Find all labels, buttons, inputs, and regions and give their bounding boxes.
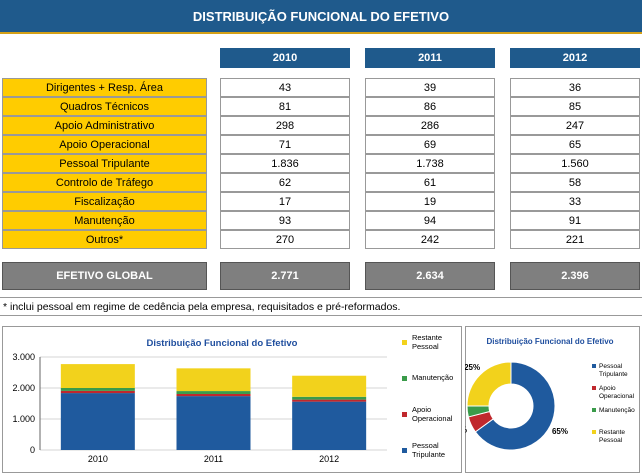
row-label: Outros* bbox=[2, 230, 207, 249]
row-label: Apoio Operacional bbox=[2, 135, 207, 154]
legend-label: Pessoal Tripulante bbox=[412, 441, 445, 459]
legend-swatch bbox=[592, 386, 596, 390]
table-cell: 17 bbox=[220, 192, 350, 211]
table-cell: 86 bbox=[365, 97, 495, 116]
row-label: Controlo de Tráfego bbox=[2, 173, 207, 192]
table-cell: 85 bbox=[510, 97, 640, 116]
bar-segment bbox=[60, 388, 135, 391]
x-tick-label: 2011 bbox=[204, 454, 223, 464]
donut-slice bbox=[466, 361, 512, 407]
legend-label: Restante Pessoal bbox=[412, 333, 442, 351]
data-label: 65% bbox=[552, 427, 568, 436]
page-title: DISTRIBUIÇÃO FUNCIONAL DO EFETIVO bbox=[0, 0, 642, 34]
column-header: 2011 bbox=[365, 48, 495, 68]
table-cell: 1.560 bbox=[510, 154, 640, 173]
total-cell: 2.771 bbox=[220, 262, 350, 290]
footnote: * inclui pessoal em regime de cedência p… bbox=[0, 297, 642, 316]
table-cell: 1.836 bbox=[220, 154, 350, 173]
total-label: EFETIVO GLOBAL bbox=[2, 262, 207, 290]
bar-segment bbox=[292, 375, 367, 397]
y-tick-label: 0 bbox=[30, 445, 35, 455]
x-tick-label: 2012 bbox=[319, 454, 339, 464]
y-tick-label: 2.000 bbox=[12, 383, 35, 393]
bar-segment bbox=[292, 399, 367, 402]
bar-segment bbox=[292, 401, 367, 450]
bar-segment bbox=[60, 364, 135, 388]
legend-swatch bbox=[592, 408, 596, 412]
bar-segment bbox=[176, 396, 251, 450]
table-cell: 242 bbox=[365, 230, 495, 249]
bar-segment bbox=[60, 390, 135, 394]
table-cell: 1.738 bbox=[365, 154, 495, 173]
row-label: Pessoal Tripulante bbox=[2, 154, 207, 173]
bar-chart: Distribuição Funcional do Efetivo 0 1.000 2… bbox=[2, 326, 462, 473]
legend-label: Apoio Operacional bbox=[599, 385, 635, 400]
column-header: 2010 bbox=[220, 48, 350, 68]
bar-segment bbox=[176, 391, 251, 394]
total-cell: 2.634 bbox=[365, 262, 495, 290]
table-cell: 94 bbox=[365, 211, 495, 230]
x-tick-label: 2010 bbox=[88, 454, 108, 464]
table-cell: 58 bbox=[510, 173, 640, 192]
legend-swatch bbox=[592, 430, 596, 434]
table-cell: 247 bbox=[510, 116, 640, 135]
row-label: Manutenção bbox=[2, 211, 207, 230]
table-cell: 91 bbox=[510, 211, 640, 230]
table-cell: 33 bbox=[510, 192, 640, 211]
row-label: Apoio Administrativo bbox=[2, 116, 207, 135]
table-cell: 65 bbox=[510, 135, 640, 154]
table-cell: 270 bbox=[220, 230, 350, 249]
chart-title: Distribuição Funcional do Efetivo bbox=[486, 337, 613, 346]
row-label: Dirigentes + Resp. Área bbox=[2, 78, 207, 97]
table-cell: 93 bbox=[220, 211, 350, 230]
donut-slice bbox=[474, 361, 556, 451]
legend-label: Manutenção bbox=[412, 373, 453, 382]
bar-segment bbox=[292, 396, 367, 400]
legend-label: Apoio Operacional bbox=[412, 405, 453, 423]
table-cell: 286 bbox=[365, 116, 495, 135]
data-label: 25% bbox=[465, 363, 480, 372]
chart-title: Distribuição Funcional do Efetivo bbox=[147, 338, 298, 349]
legend-swatch bbox=[402, 340, 407, 345]
table-cell: 298 bbox=[220, 116, 350, 135]
y-tick-label: 1.000 bbox=[12, 414, 35, 424]
bar-segment bbox=[60, 393, 135, 450]
legend-label: Restante Pessoal bbox=[599, 429, 625, 444]
table-cell: 62 bbox=[220, 173, 350, 192]
bar-segment bbox=[176, 393, 251, 397]
row-label: Quadros Técnicos bbox=[2, 97, 207, 116]
table-cell: 61 bbox=[365, 173, 495, 192]
legend-swatch bbox=[592, 364, 596, 368]
table-cell: 71 bbox=[220, 135, 350, 154]
table-cell: 43 bbox=[220, 78, 350, 97]
legend-swatch bbox=[402, 376, 407, 381]
legend-label: Pessoal Tripulante bbox=[599, 363, 628, 378]
row-label: Fiscalização bbox=[2, 192, 207, 211]
legend-swatch bbox=[402, 412, 407, 417]
data-label: 6% bbox=[465, 425, 467, 434]
table-cell: 39 bbox=[365, 78, 495, 97]
table-cell: 81 bbox=[220, 97, 350, 116]
total-cell: 2.396 bbox=[510, 262, 640, 290]
table-cell: 19 bbox=[365, 192, 495, 211]
bar-segment bbox=[176, 368, 251, 392]
table-cell: 36 bbox=[510, 78, 640, 97]
column-header: 2012 bbox=[510, 48, 640, 68]
table-cell: 221 bbox=[510, 230, 640, 249]
legend-swatch bbox=[402, 448, 407, 453]
pie-chart: Distribuição Funcional do Efetivo65%6%4%… bbox=[465, 326, 640, 473]
legend-label: Manutenção bbox=[599, 407, 635, 414]
y-tick-label: 3.000 bbox=[12, 352, 35, 362]
table-cell: 69 bbox=[365, 135, 495, 154]
